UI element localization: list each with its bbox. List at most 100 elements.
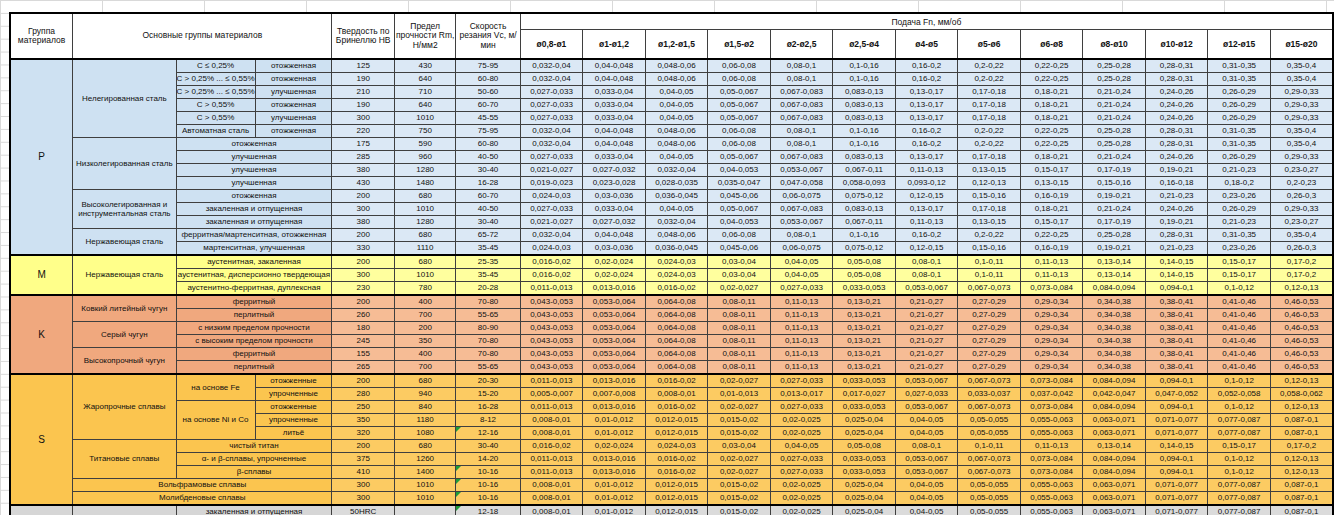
feed-cell[interactable]: 0,03-0,036: [583, 190, 646, 203]
feed-cell[interactable]: 0,13-0,21: [833, 335, 896, 348]
feed-cell[interactable]: 0,2-0,22: [958, 229, 1021, 242]
feed-cell[interactable]: 0,1-0,12: [1208, 453, 1271, 466]
feed-cell[interactable]: 0,053-0,064: [583, 361, 646, 375]
feed-cell[interactable]: 0,17-0,2: [1270, 269, 1333, 282]
feed-cell[interactable]: 0,013-0,016: [583, 453, 646, 466]
material-cell[interactable]: Нелегированная сталь: [73, 59, 176, 138]
feed-cell[interactable]: 0,063-0,071: [1083, 427, 1146, 440]
feed-cell[interactable]: 0,027-0,033: [770, 453, 833, 466]
feed-cell[interactable]: 0,048-0,06: [645, 59, 708, 73]
feed-cell[interactable]: 0,077-0,087: [1208, 414, 1271, 427]
strength-cell[interactable]: 680: [394, 229, 455, 242]
feed-cell[interactable]: 0,027-0,033: [520, 112, 583, 125]
feed-cell[interactable]: 0,013-0,016: [583, 466, 646, 479]
feed-cell[interactable]: 0,16-0,18: [1145, 177, 1208, 190]
hardness-cell[interactable]: 320: [332, 427, 394, 440]
speed-cell[interactable]: 12-16: [456, 427, 520, 440]
feed-cell[interactable]: 0,27-0,29: [958, 295, 1021, 309]
hardness-cell[interactable]: 210: [332, 86, 394, 99]
feed-cell[interactable]: 0,41-0,46: [1208, 295, 1271, 309]
feed-cell[interactable]: 0,048-0,06: [645, 73, 708, 86]
feed-cell[interactable]: 0,13-0,21: [833, 309, 896, 322]
strength-cell[interactable]: 940: [394, 388, 455, 401]
feed-cell[interactable]: 0,005-0,007: [520, 388, 583, 401]
group-cell[interactable]: K: [10, 295, 73, 374]
strength-cell[interactable]: 1280: [394, 164, 455, 177]
feed-cell[interactable]: 0,043-0,053: [520, 335, 583, 348]
feed-cell[interactable]: 0,08-0,1: [770, 125, 833, 138]
feed-cell[interactable]: 0,25-0,28: [1083, 59, 1146, 73]
feed-cell[interactable]: 0,027-0,033: [520, 99, 583, 112]
condition-cell[interactable]: отожженные: [255, 401, 332, 414]
hardness-cell[interactable]: 200: [332, 190, 394, 203]
feed-cell[interactable]: 0,008-0,01: [520, 492, 583, 506]
material-cell[interactable]: Серый чугун: [73, 322, 176, 348]
feed-cell[interactable]: 0,06-0,075: [770, 242, 833, 256]
feed-cell[interactable]: 0,053-0,064: [583, 348, 646, 361]
hardness-cell[interactable]: 380: [332, 216, 394, 229]
feed-cell[interactable]: 0,067-0,073: [958, 401, 1021, 414]
hardness-cell[interactable]: 380: [332, 164, 394, 177]
feed-cell[interactable]: 0,16-0,19: [1020, 190, 1083, 203]
feed-cell[interactable]: 0,021-0,027: [520, 216, 583, 229]
feed-cell[interactable]: 0,13-0,17: [895, 86, 958, 99]
feed-cell[interactable]: 0,015-0,02: [708, 505, 771, 515]
feed-cell[interactable]: 0,053-0,067: [770, 164, 833, 177]
feed-cell[interactable]: 0,29-0,34: [1020, 335, 1083, 348]
feed-cell[interactable]: 0,043-0,053: [520, 322, 583, 335]
feed-cell[interactable]: 0,05-0,055: [958, 505, 1021, 515]
feed-cell[interactable]: 0,04-0,05: [645, 203, 708, 216]
feed-cell[interactable]: 0,21-0,27: [895, 322, 958, 335]
feed-cell[interactable]: 0,24-0,26: [1145, 99, 1208, 112]
feed-cell[interactable]: 0,025-0,04: [833, 414, 896, 427]
feed-cell[interactable]: 0,46-0,53: [1270, 309, 1333, 322]
speed-cell[interactable]: 55-65: [456, 309, 520, 322]
strength-cell[interactable]: 400: [394, 348, 455, 361]
feed-cell[interactable]: 0,24-0,26: [1145, 86, 1208, 99]
feed-cell[interactable]: 0,055-0,063: [1020, 505, 1083, 515]
feed-cell[interactable]: 0,04-0,048: [583, 229, 646, 242]
condition-cell[interactable]: отожженная: [255, 59, 332, 73]
feed-cell[interactable]: 0,17-0,19: [1083, 216, 1146, 229]
feed-cell[interactable]: 0,26-0,29: [1208, 99, 1271, 112]
strength-cell[interactable]: 750: [394, 125, 455, 138]
material-cell[interactable]: Высоколегированная и инструментальная ст…: [73, 190, 176, 229]
feed-cell[interactable]: 0,027-0,033: [520, 86, 583, 99]
feed-cell[interactable]: 0,045-0,06: [708, 190, 771, 203]
feed-cell[interactable]: 0,027-0,033: [895, 388, 958, 401]
feed-cell[interactable]: 0,032-0,04: [520, 229, 583, 242]
strength-cell[interactable]: 1480: [394, 177, 455, 190]
feed-cell[interactable]: 0,23-0,26: [1208, 190, 1271, 203]
feed-cell[interactable]: 0,015-0,02: [708, 492, 771, 506]
feed-cell[interactable]: 0,21-0,23: [1145, 190, 1208, 203]
hardness-cell[interactable]: 300: [332, 203, 394, 216]
feed-cell[interactable]: 0,16-0,2: [895, 229, 958, 242]
feed-cell[interactable]: 0,05-0,055: [958, 479, 1021, 492]
feed-cell[interactable]: 0,1-0,16: [833, 229, 896, 242]
condition-cell[interactable]: аустенитная, закаленная: [176, 255, 332, 269]
feed-cell[interactable]: 0,071-0,077: [1145, 427, 1208, 440]
feed-cell[interactable]: 0,02-0,025: [770, 479, 833, 492]
feed-cell[interactable]: 0,055-0,063: [1020, 479, 1083, 492]
feed-cell[interactable]: 0,06-0,08: [708, 138, 771, 151]
feed-cell[interactable]: 0,053-0,067: [895, 374, 958, 388]
hardness-cell[interactable]: 285: [332, 151, 394, 164]
feed-cell[interactable]: 0,05-0,055: [958, 492, 1021, 506]
feed-cell[interactable]: 0,02-0,024: [583, 440, 646, 453]
feed-cell[interactable]: 0,045-0,06: [708, 242, 771, 256]
feed-cell[interactable]: 0,29-0,34: [1020, 295, 1083, 309]
condition-cell[interactable]: закаленная и отпущенная: [176, 505, 332, 515]
feed-cell[interactable]: 0,34-0,38: [1083, 348, 1146, 361]
condition-cell[interactable]: закаленная и отпущенная: [176, 203, 332, 216]
feed-cell[interactable]: 0,067-0,083: [770, 112, 833, 125]
feed-cell[interactable]: 0,033-0,04: [583, 86, 646, 99]
feed-cell[interactable]: 0,04-0,05: [645, 99, 708, 112]
feed-cell[interactable]: 0,13-0,15: [958, 164, 1021, 177]
strength-cell[interactable]: 1010: [394, 203, 455, 216]
feed-cell[interactable]: 0,27-0,29: [958, 322, 1021, 335]
feed-cell[interactable]: 0,15-0,17: [1020, 164, 1083, 177]
feed-cell[interactable]: 0,063-0,071: [1083, 479, 1146, 492]
feed-cell[interactable]: 0,46-0,53: [1270, 348, 1333, 361]
feed-cell[interactable]: 0,29-0,34: [1020, 309, 1083, 322]
feed-cell[interactable]: 0,15-0,17: [1020, 216, 1083, 229]
